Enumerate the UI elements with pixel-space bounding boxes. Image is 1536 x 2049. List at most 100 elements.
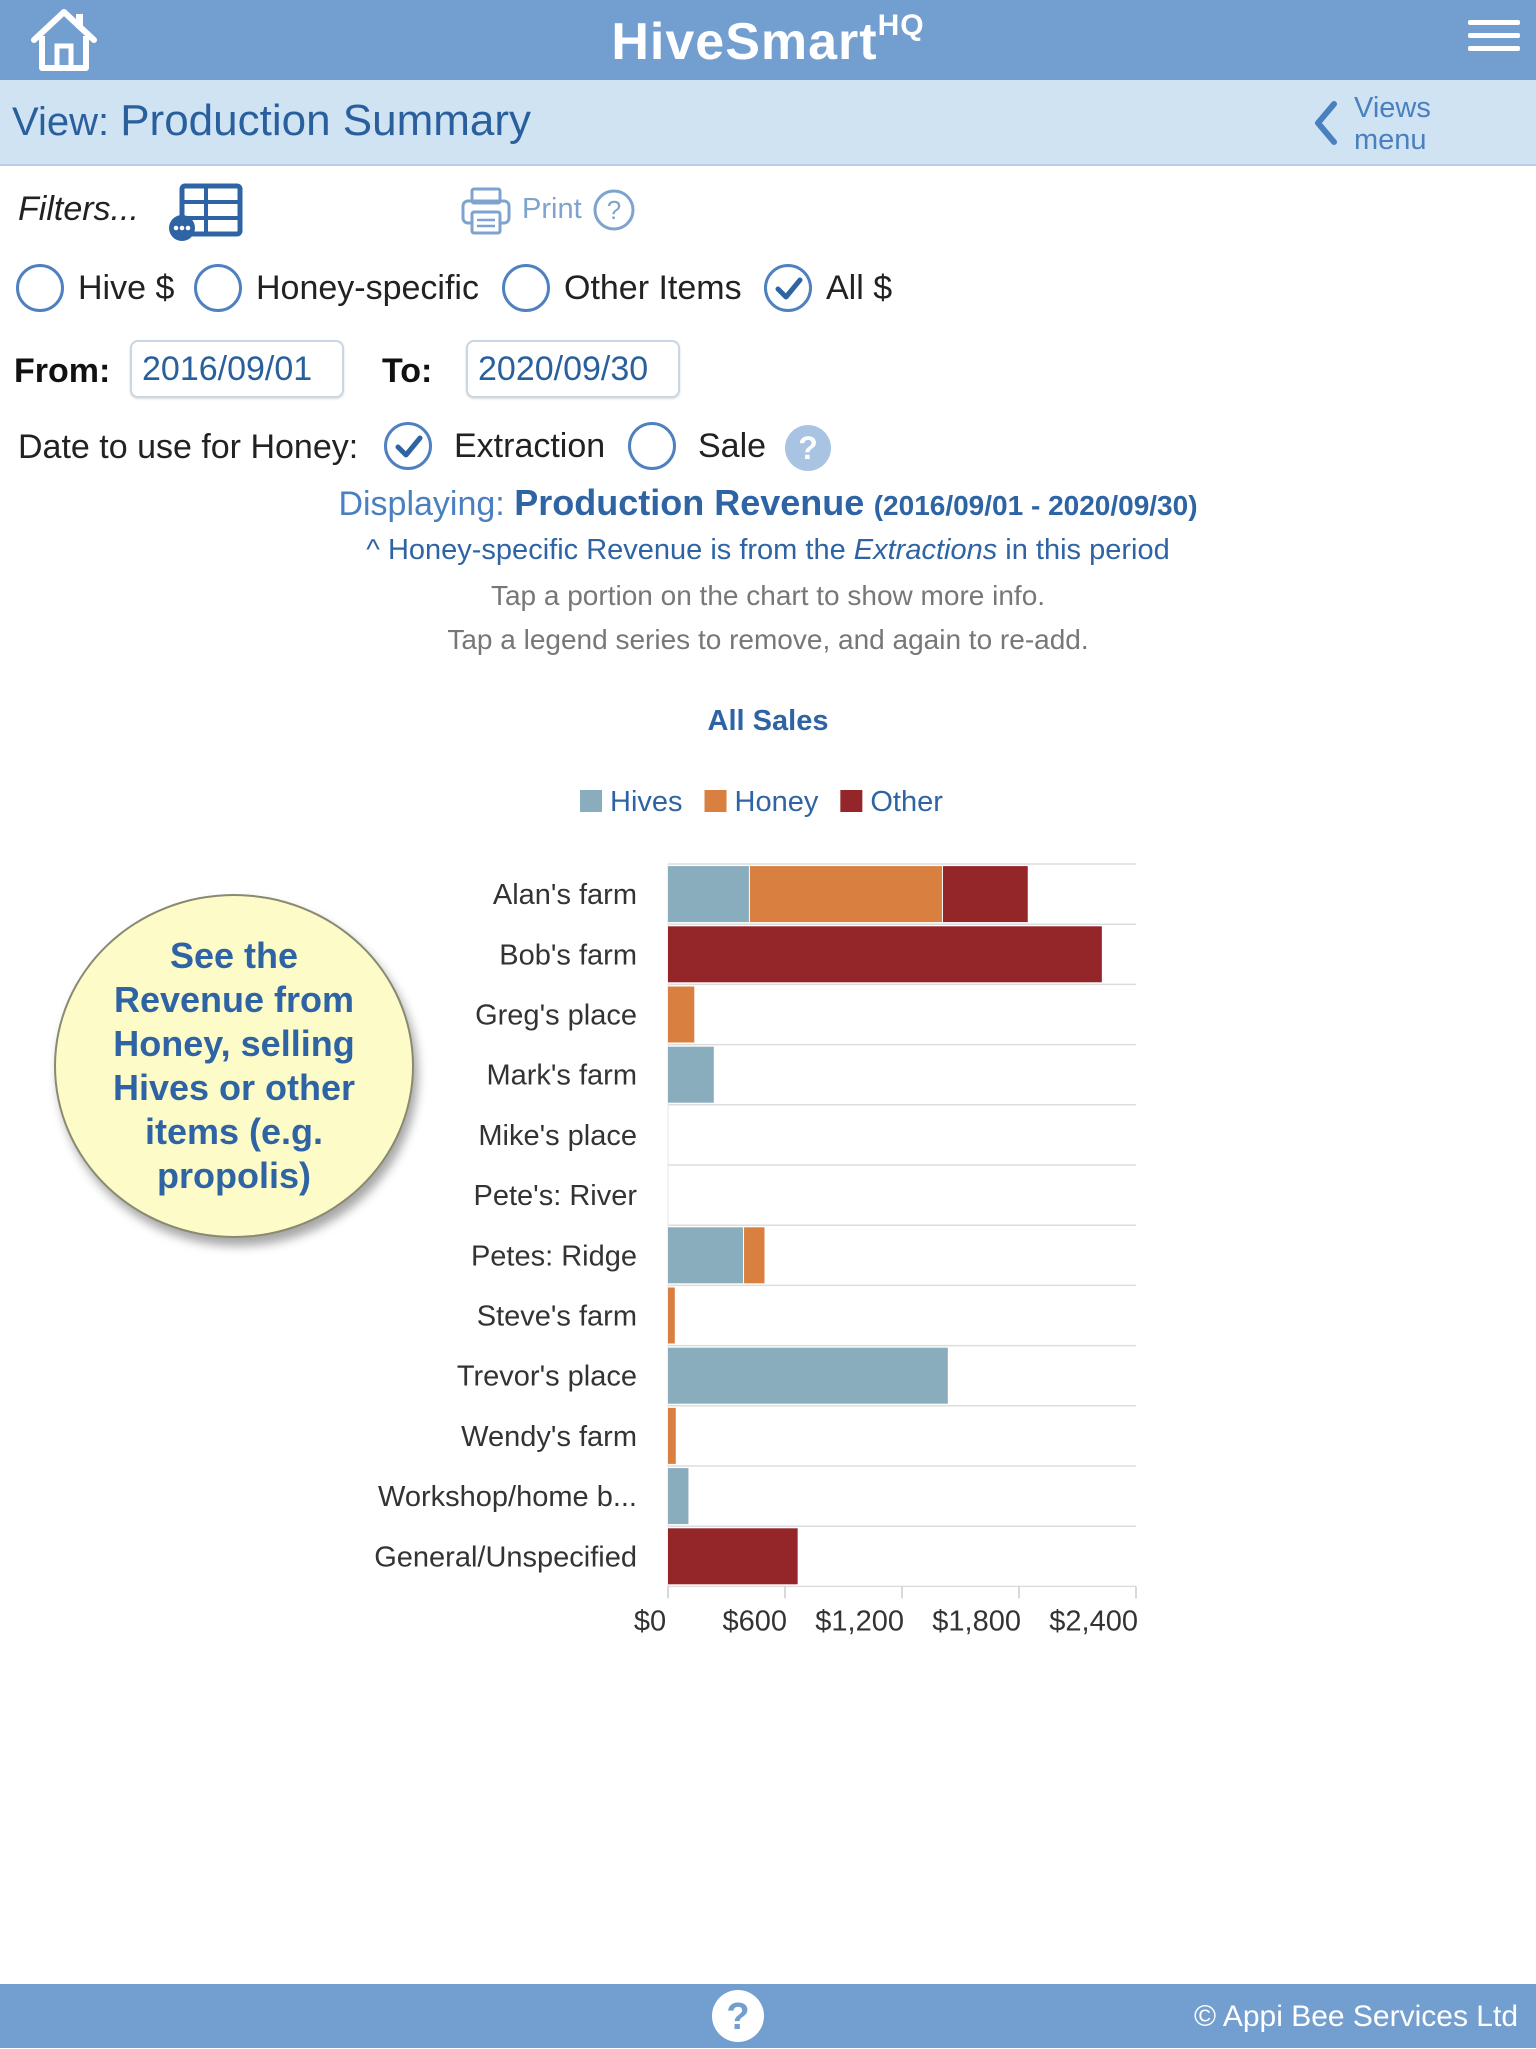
x-tick-label: $600 bbox=[722, 1605, 787, 1637]
option-extraction-label: Extraction bbox=[454, 427, 606, 465]
option-sale-label: Sale bbox=[698, 427, 767, 465]
to-label: To: bbox=[382, 352, 433, 390]
option-all-label: All $ bbox=[826, 269, 893, 307]
category-label: Wendy's farm bbox=[461, 1421, 637, 1453]
bar-honey[interactable] bbox=[668, 986, 695, 1043]
x-tick-label: $1,800 bbox=[932, 1605, 1021, 1637]
option-hive-circle bbox=[16, 264, 64, 312]
category-label: Petes: Ridge bbox=[471, 1240, 637, 1272]
display-range: (2016/09/01 - 2020/09/30) bbox=[873, 490, 1198, 521]
bar-honey[interactable] bbox=[744, 1227, 765, 1284]
option-sale-circle bbox=[628, 422, 676, 470]
footer-help-button[interactable]: ? bbox=[710, 1988, 766, 2044]
option-honey-specific-label: Honey-specific bbox=[256, 269, 479, 307]
bar-other[interactable] bbox=[942, 866, 1028, 923]
bar-hives[interactable] bbox=[668, 1227, 744, 1284]
svg-text:?: ? bbox=[726, 1996, 749, 2038]
display-main: Production Revenue bbox=[514, 482, 865, 523]
svg-text:?: ? bbox=[607, 195, 621, 225]
honey-note-em: Extractions bbox=[853, 534, 998, 566]
view-bar: View: Production Summary Views menu bbox=[0, 80, 1536, 166]
app-title: HiveSmartHQ bbox=[0, 8, 1536, 72]
footer-bar: ? © Appi Bee Services Ltd bbox=[0, 1984, 1536, 2048]
app-title-superscript: HQ bbox=[877, 8, 925, 42]
bar-other[interactable] bbox=[668, 1528, 798, 1585]
views-menu-button[interactable]: Views menu bbox=[1310, 92, 1510, 156]
bar-hives[interactable] bbox=[668, 866, 749, 923]
bar-honey[interactable] bbox=[668, 1407, 676, 1464]
category-label: Greg's place bbox=[475, 1000, 637, 1032]
category-label: General/Unspecified bbox=[374, 1541, 637, 1573]
honey-date-label: Date to use for Honey: bbox=[18, 428, 359, 466]
option-extraction-circle bbox=[384, 422, 432, 470]
views-menu-label: Views menu bbox=[1354, 92, 1431, 156]
view-name: Production Summary bbox=[120, 96, 532, 145]
to-date-input[interactable] bbox=[466, 340, 680, 398]
bar-hives[interactable] bbox=[668, 1347, 948, 1404]
honey-note: ^ Honey-specific Revenue is from the Ext… bbox=[0, 534, 1536, 567]
callout-text: See the Revenue from Honey, selling Hive… bbox=[112, 935, 356, 1196]
x-tick-label: $2,400 bbox=[1049, 1605, 1138, 1637]
hamburger-menu-button[interactable] bbox=[1468, 20, 1520, 60]
svg-text:?: ? bbox=[798, 430, 818, 466]
honey-note-suffix: in this period bbox=[997, 534, 1170, 566]
view-label: View: bbox=[12, 100, 121, 144]
from-date-input[interactable] bbox=[130, 340, 344, 398]
info-callout: See the Revenue from Honey, selling Hive… bbox=[54, 894, 414, 1238]
filters-label[interactable]: Filters... bbox=[18, 190, 139, 228]
legend-swatch-honey[interactable] bbox=[704, 790, 727, 812]
page-title: View: Production Summary bbox=[12, 96, 531, 146]
chart-hint-tap: Tap a portion on the chart to show more … bbox=[490, 580, 1046, 611]
x-tick-label: $0 bbox=[634, 1605, 666, 1637]
top-bar: HiveSmartHQ bbox=[0, 0, 1536, 80]
question-circle-icon: ? bbox=[785, 425, 831, 471]
hamburger-icon bbox=[1468, 20, 1520, 25]
bar-honey[interactable] bbox=[668, 1287, 675, 1344]
option-other-items-label: Other Items bbox=[564, 269, 742, 307]
option-honey-specific-circle bbox=[194, 264, 242, 312]
category-label: Pete's: River bbox=[474, 1180, 638, 1212]
bar-hives[interactable] bbox=[668, 1046, 714, 1103]
app-title-text: HiveSmart bbox=[611, 13, 878, 71]
bar-honey[interactable] bbox=[749, 866, 942, 923]
category-label: Mike's place bbox=[478, 1120, 637, 1152]
bar-hives[interactable] bbox=[668, 1468, 689, 1525]
honey-note-prefix: ^ Honey-specific Revenue is from the bbox=[366, 534, 854, 566]
question-circle-icon: ? bbox=[712, 1990, 764, 2042]
legend-label-hives[interactable]: Hives bbox=[610, 786, 683, 818]
home-icon bbox=[31, 9, 97, 71]
option-hive-label: Hive $ bbox=[78, 269, 175, 307]
category-label: Workshop/home b... bbox=[378, 1481, 637, 1513]
printer-icon bbox=[461, 187, 511, 235]
print-label[interactable]: Print bbox=[522, 193, 582, 225]
chart-hint-legend: Tap a legend series to remove, and again… bbox=[447, 624, 1089, 655]
legend-swatch-hives[interactable] bbox=[580, 790, 602, 812]
display-heading: Displaying: Production Revenue (2016/09/… bbox=[0, 482, 1536, 524]
chart-title: All Sales bbox=[708, 705, 829, 737]
legend-label-honey[interactable]: Honey bbox=[735, 786, 819, 818]
question-circle-icon: ? bbox=[593, 189, 635, 231]
views-menu-line1: Views bbox=[1354, 92, 1431, 124]
honey-date-help-button[interactable]: ? bbox=[784, 424, 832, 472]
print-button[interactable] bbox=[460, 186, 512, 236]
x-tick-label: $1,200 bbox=[815, 1605, 904, 1637]
checkmark-icon bbox=[395, 435, 423, 458]
filter-table-button[interactable] bbox=[168, 182, 244, 244]
from-label: From: bbox=[14, 352, 111, 390]
views-menu-line2: menu bbox=[1354, 124, 1427, 156]
chevron-left-icon bbox=[1315, 101, 1337, 145]
bar-other[interactable] bbox=[668, 926, 1102, 983]
category-label: Bob's farm bbox=[499, 939, 637, 971]
all-sales-chart: All Sales Hives Honey Other Alan's farm Bob's… bbox=[374, 705, 1138, 1637]
legend-label-other[interactable]: Other bbox=[870, 786, 943, 818]
checkmark-icon bbox=[775, 277, 803, 300]
category-label: Trevor's place bbox=[457, 1361, 637, 1393]
option-other-items-circle bbox=[502, 264, 550, 312]
category-label: Mark's farm bbox=[486, 1060, 637, 1092]
option-all-circle bbox=[764, 264, 812, 312]
category-label: Steve's farm bbox=[477, 1301, 637, 1333]
table-filter-icon bbox=[169, 183, 243, 241]
print-help-button[interactable]: ? bbox=[592, 188, 636, 232]
legend-swatch-other[interactable] bbox=[840, 790, 863, 812]
home-button[interactable] bbox=[28, 6, 100, 74]
